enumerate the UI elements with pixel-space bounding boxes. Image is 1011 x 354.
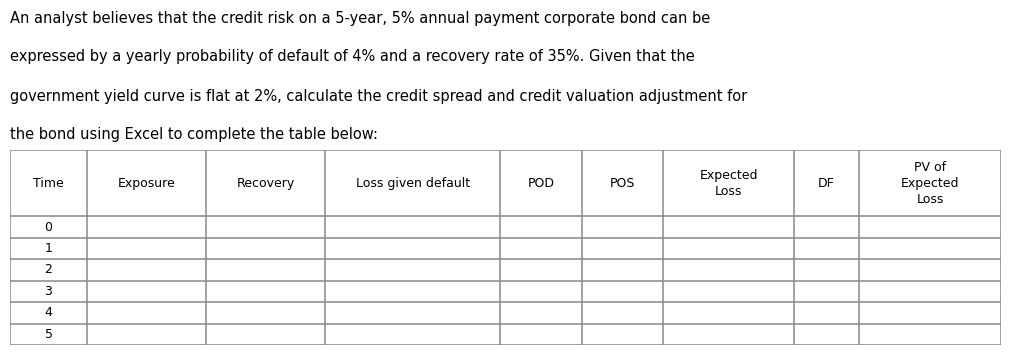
Text: POD: POD	[528, 177, 555, 190]
Text: POS: POS	[610, 177, 635, 190]
Text: the bond using Excel to complete the table below:: the bond using Excel to complete the tab…	[10, 127, 378, 143]
Text: expressed by a yearly probability of default of 4% and a recovery rate of 35%. G: expressed by a yearly probability of def…	[10, 50, 695, 64]
Text: Expected
Loss: Expected Loss	[700, 169, 758, 198]
Text: An analyst believes that the credit risk on a 5-year, 5% annual payment corporat: An analyst believes that the credit risk…	[10, 11, 711, 25]
Text: Time: Time	[33, 177, 64, 190]
Text: 1: 1	[44, 242, 53, 255]
Text: government yield curve is flat at 2%, calculate the credit spread and credit val: government yield curve is flat at 2%, ca…	[10, 88, 747, 103]
Text: 5: 5	[44, 328, 53, 341]
Text: PV of
Expected
Loss: PV of Expected Loss	[901, 161, 959, 206]
Text: 3: 3	[44, 285, 53, 298]
Text: Recovery: Recovery	[237, 177, 294, 190]
Text: 0: 0	[44, 221, 53, 234]
Text: 4: 4	[44, 306, 53, 319]
Text: Exposure: Exposure	[117, 177, 175, 190]
Text: Loss given default: Loss given default	[356, 177, 470, 190]
Text: 2: 2	[44, 263, 53, 276]
Text: DF: DF	[818, 177, 835, 190]
